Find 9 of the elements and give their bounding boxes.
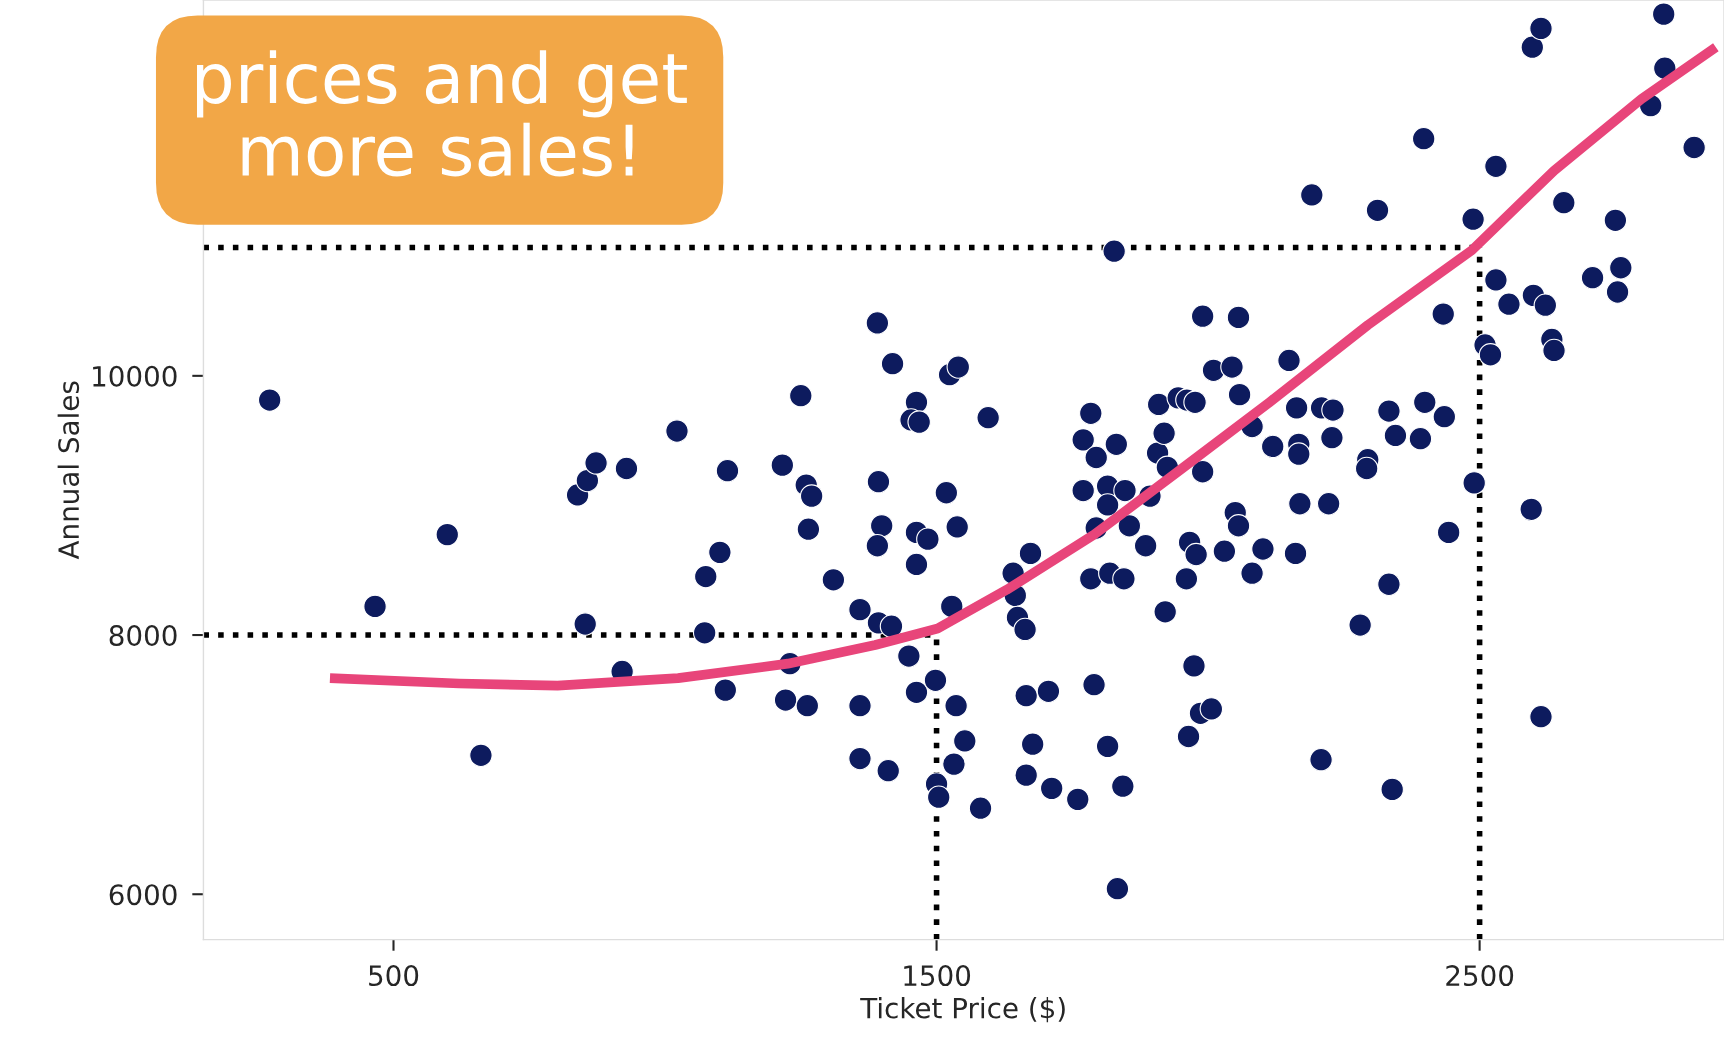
x-axis-title: Ticket Price ($): [860, 997, 1065, 1023]
y-tick-label: 10000: [93, 365, 177, 387]
x-tick-label: 2500: [1446, 965, 1514, 987]
x-tick-label: 500: [369, 965, 419, 987]
annotation: prices and get more sales!: [197, 50, 687, 177]
x-tick-label: 1500: [904, 965, 971, 987]
y-tick-label: 8000: [109, 624, 177, 646]
y-tick-label: 6000: [109, 884, 177, 906]
y-axis-title: Annual Sales: [57, 381, 80, 560]
